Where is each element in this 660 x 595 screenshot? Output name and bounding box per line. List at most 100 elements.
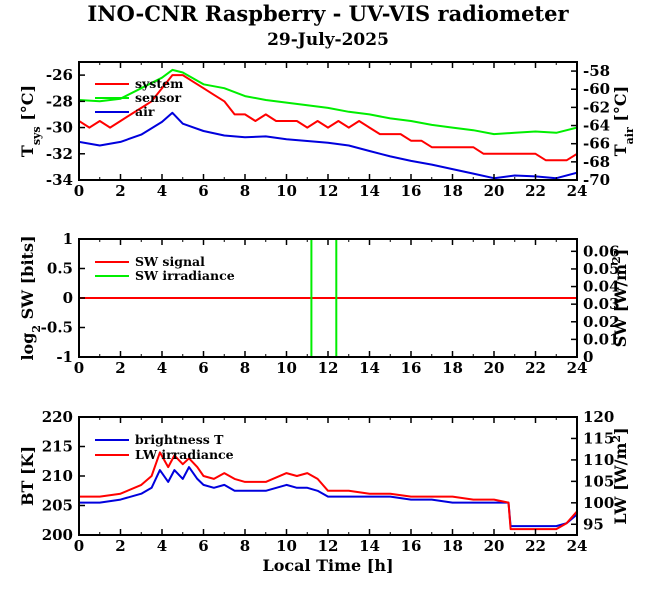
y2-tick-label: -70 (583, 171, 610, 189)
y-axis-title: BT [K] (18, 446, 37, 506)
chart-title: INO-CNR Raspberry - UV-VIS radiometer (87, 1, 569, 26)
y2-tick-label: 0.04 (583, 278, 620, 296)
y-tick-label: 220 (42, 408, 73, 426)
legend-label: SW signal (135, 254, 205, 269)
y2-tick-label: -60 (583, 80, 610, 98)
x-tick-label: 8 (240, 537, 250, 555)
x-tick-label: 22 (525, 359, 546, 377)
series-line-system (79, 74, 577, 162)
x-tick-label: 24 (567, 537, 588, 555)
series-group (79, 451, 577, 531)
x-tick-label: 18 (442, 182, 463, 200)
y-axis-title: log2 SW [bits] (18, 235, 43, 360)
x-tick-label: 10 (276, 359, 297, 377)
x-tick-label: 14 (359, 537, 380, 555)
x-tick-label: 16 (401, 537, 422, 555)
x-tick-label: 24 (567, 182, 588, 200)
x-tick-label: 18 (442, 359, 463, 377)
x-tick-label: 12 (318, 182, 339, 200)
x-tick-label: 0 (74, 359, 84, 377)
legend-label: air (135, 104, 155, 119)
y2-tick-label: -62 (583, 98, 610, 116)
legend-label: LW irradiance (135, 447, 234, 462)
y2-tick-label: -68 (583, 153, 610, 171)
y2-tick-label: 0.02 (583, 313, 620, 331)
y-tick-label: -34 (46, 171, 73, 189)
x-tick-label: 16 (401, 359, 422, 377)
y2-axis-title: LW [W/m2] (610, 427, 631, 524)
legend-label: SW irradiance (135, 268, 235, 283)
x-tick-label: 0 (74, 537, 84, 555)
y2-axis-title: Tair [°C] (611, 86, 636, 156)
y2-tick-label: 100 (583, 494, 614, 512)
y-tick-label: 200 (42, 526, 73, 544)
chart-subtitle: 29-July-2025 (267, 30, 389, 50)
x-tick-label: 6 (198, 182, 208, 200)
legend-label: brightness T (135, 432, 224, 447)
y-tick-label: -1 (56, 348, 73, 366)
x-tick-label: 6 (198, 537, 208, 555)
panel-temperature: 0 2 4 6 8 10 12 14 16 18 20 22 24-34-32-30-28-26-70-… (18, 61, 636, 200)
y2-tick-label: 120 (583, 408, 614, 426)
y-tick-label: -32 (46, 145, 73, 163)
series-line-brightness-t (79, 466, 577, 528)
y2-tick-label: -64 (583, 117, 610, 135)
y2-tick-label: -58 (583, 62, 610, 80)
y2-tick-label: 0.05 (583, 260, 620, 278)
y2-tick-label: 105 (583, 472, 614, 490)
y-tick-label: -30 (46, 119, 73, 137)
x-tick-label: 18 (442, 537, 463, 555)
y-tick-label: -26 (46, 66, 73, 84)
legend-label: system (135, 76, 183, 91)
y2-tick-label: 95 (583, 515, 604, 533)
panel-shortwave: 0 2 4 6 8 10 12 14 16 18 20 22 24-1-0.500.5100.010.0… (18, 230, 630, 377)
x-tick-label: 0 (74, 182, 84, 200)
x-tick-label: 2 (115, 182, 125, 200)
panel-longwave: 0 2 4 6 8 10 12 14 16 18 20 22 242002052102152209510… (18, 408, 630, 575)
y2-tick-label: 0.03 (583, 295, 620, 313)
x-tick-label: 10 (276, 537, 297, 555)
series-line-lw-irradiance (79, 451, 577, 531)
y-tick-label: 210 (42, 467, 73, 485)
y-tick-label: -0.5 (41, 319, 73, 337)
y2-tick-label: 0 (583, 348, 593, 366)
x-tick-label: 8 (240, 182, 250, 200)
x-tick-label: 12 (318, 537, 339, 555)
x-tick-label: 4 (157, 537, 167, 555)
series-line-air (79, 111, 577, 180)
x-tick-label: 16 (401, 182, 422, 200)
y-tick-label: 0.5 (47, 260, 73, 278)
x-tick-label: 12 (318, 359, 339, 377)
x-tick-label: 6 (198, 359, 208, 377)
x-tick-label: 20 (484, 359, 505, 377)
y2-axis-title: SW [W/m2] (610, 249, 631, 348)
y-tick-label: -28 (46, 92, 73, 110)
y2-tick-label: -66 (583, 135, 610, 153)
x-tick-label: 2 (115, 359, 125, 377)
x-tick-label: 22 (525, 537, 546, 555)
series-group (79, 68, 577, 180)
y-tick-label: 0 (63, 289, 73, 307)
series-group (79, 239, 577, 357)
x-tick-label: 22 (525, 182, 546, 200)
legend-label: sensor (135, 90, 181, 105)
x-tick-label: 14 (359, 359, 380, 377)
x-tick-label: 20 (484, 182, 505, 200)
y2-tick-label: 115 (583, 429, 614, 447)
y-axis-title: Tsys [°C] (18, 85, 43, 157)
y2-tick-label: 0.06 (583, 242, 620, 260)
x-tick-label: 8 (240, 359, 250, 377)
x-tick-label: 20 (484, 537, 505, 555)
x-tick-label: 4 (157, 182, 167, 200)
y-tick-label: 205 (42, 497, 73, 515)
series-line-sensor (79, 68, 577, 136)
x-tick-label: 24 (567, 359, 588, 377)
x-axis-title: Local Time [h] (262, 556, 393, 575)
y2-tick-label: 110 (583, 451, 614, 469)
x-tick-label: 10 (276, 182, 297, 200)
y2-tick-label: 0.01 (583, 330, 620, 348)
y-tick-label: 1 (63, 230, 73, 248)
y-tick-label: 215 (42, 438, 73, 456)
x-tick-label: 4 (157, 359, 167, 377)
